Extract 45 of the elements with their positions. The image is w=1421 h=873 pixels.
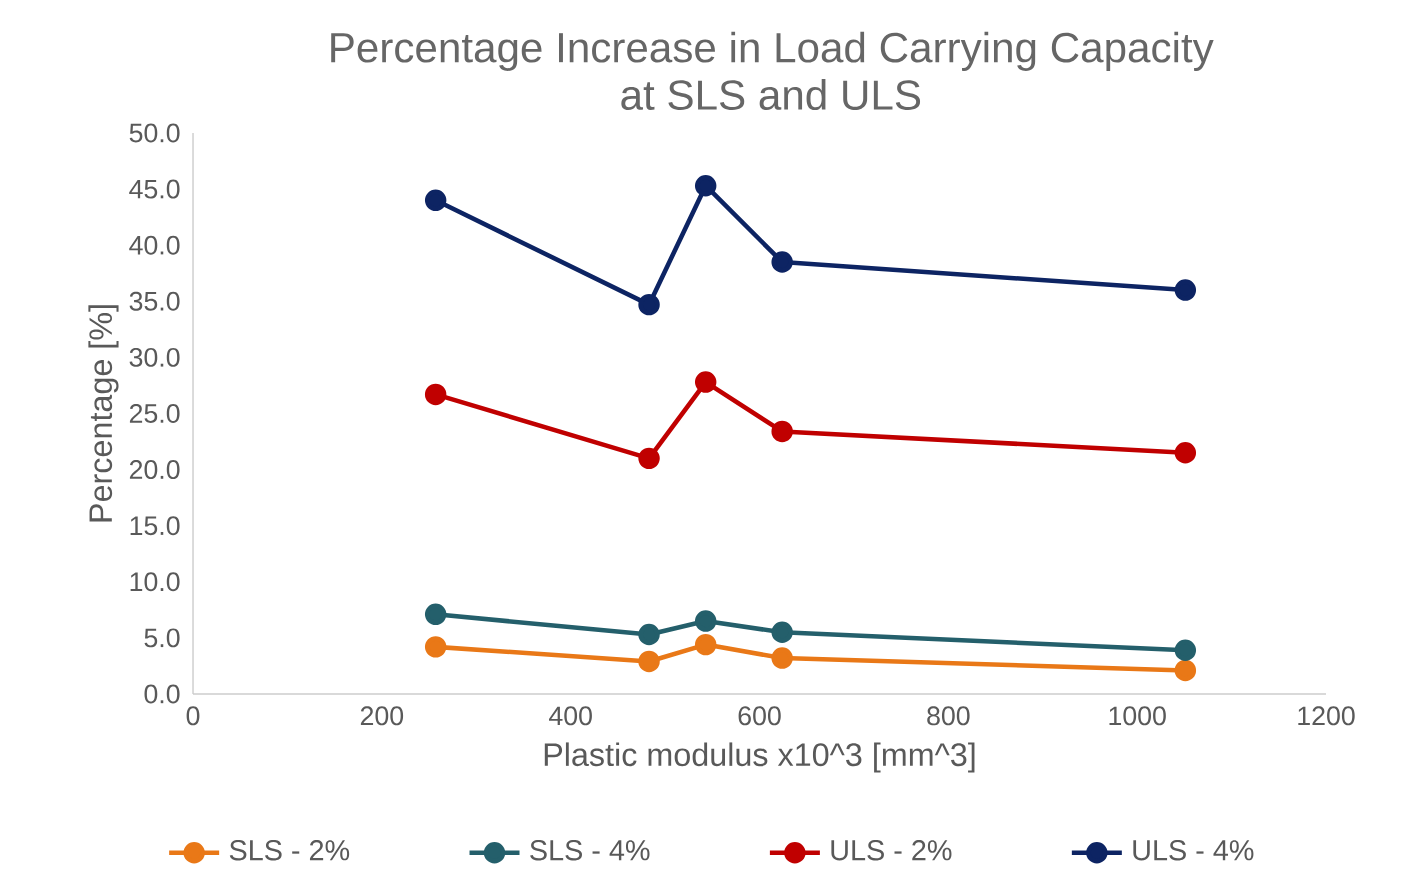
y-tick-label: 30.0 bbox=[129, 347, 180, 367]
x-tick-label: 800 bbox=[927, 706, 970, 726]
point bbox=[1174, 442, 1197, 464]
y-tick-label: 50.0 bbox=[129, 123, 180, 143]
point bbox=[771, 251, 793, 273]
point bbox=[694, 633, 717, 656]
point bbox=[638, 623, 660, 646]
y-tick-label: 45.0 bbox=[129, 179, 180, 199]
point bbox=[1174, 639, 1197, 661]
point bbox=[694, 610, 717, 632]
y-tick-label: 35.0 bbox=[129, 291, 180, 311]
x-axis-title: Plastic modulus x10^3 [mm^3] bbox=[544, 742, 975, 773]
x-tick-label: 400 bbox=[549, 706, 592, 726]
y-tick-label: 40.0 bbox=[129, 235, 180, 255]
point bbox=[694, 175, 717, 197]
point bbox=[694, 371, 717, 393]
point bbox=[1174, 279, 1197, 301]
y-tick-label: 5.0 bbox=[144, 628, 180, 648]
chart-title: Percentage Increase in Load Carrying Capacity at SLS and ULS bbox=[331, 31, 1214, 111]
point bbox=[771, 621, 793, 643]
y-tick-label: 0.0 bbox=[144, 684, 180, 704]
point bbox=[424, 383, 447, 406]
y-tick-label: 15.0 bbox=[130, 516, 180, 536]
x-tick-label: 0 bbox=[186, 706, 200, 726]
point bbox=[1174, 659, 1197, 682]
x-tick-label: 200 bbox=[360, 706, 404, 726]
legend-label: ULS - 4% bbox=[1133, 840, 1254, 861]
y-tick-label: 20.0 bbox=[129, 460, 180, 480]
y-axis-title: Percentage [%] bbox=[88, 305, 119, 522]
point bbox=[424, 636, 447, 658]
point bbox=[638, 293, 660, 316]
y-tick-label: 25.0 bbox=[129, 404, 180, 423]
point bbox=[771, 647, 793, 669]
point bbox=[638, 650, 660, 673]
point bbox=[638, 447, 660, 470]
legend-label: SLS - 4% bbox=[530, 840, 650, 861]
point bbox=[424, 189, 447, 212]
y-tick-label: 10.0 bbox=[130, 572, 180, 592]
x-tick-label: 1200 bbox=[1298, 706, 1355, 726]
x-tick-label: 1000 bbox=[1109, 706, 1166, 726]
x-tick-label: 600 bbox=[738, 706, 781, 726]
legend-label: ULS - 2% bbox=[831, 840, 952, 861]
point bbox=[424, 603, 447, 626]
point bbox=[771, 420, 793, 443]
legend-label: SLS - 2% bbox=[229, 840, 350, 861]
